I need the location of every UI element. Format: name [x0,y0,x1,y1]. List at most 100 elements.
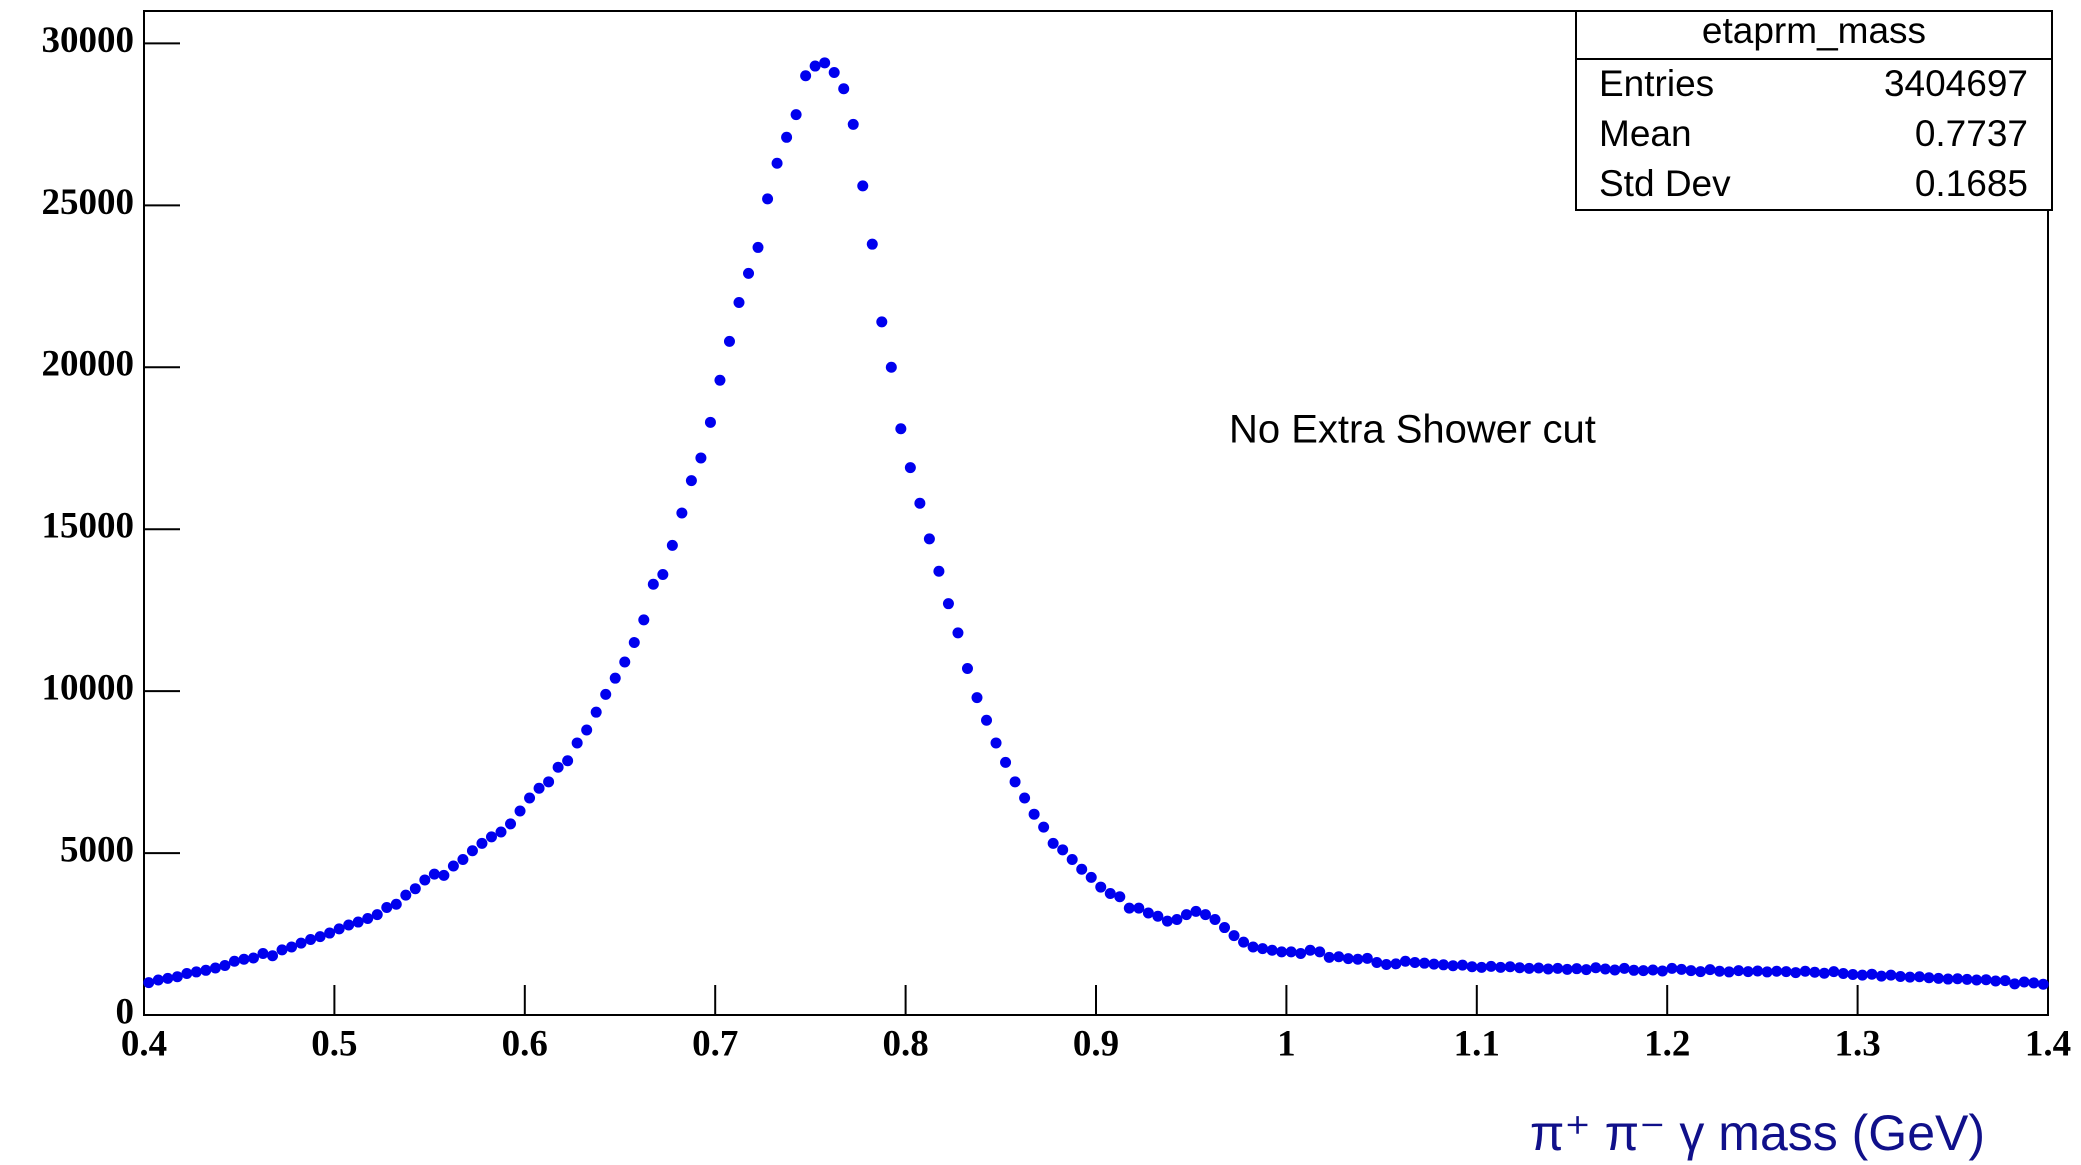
data-point [1209,913,1221,925]
stats-box: etaprm_mass [1575,10,2053,211]
data-point [1628,964,1640,976]
data-point [514,805,526,817]
data-point [1723,966,1735,978]
data-point [152,974,164,986]
data-point [771,157,783,169]
data-point [447,860,459,872]
data-point [1076,863,1088,875]
data-point [1028,808,1040,820]
data-point [1123,902,1135,914]
data-point [362,912,374,924]
data-point [1980,974,1992,986]
data-point [1314,946,1326,958]
data-point [238,953,250,965]
data-point [1361,952,1373,964]
data-point [1285,946,1297,958]
stats-title: etaprm_mass [1702,10,1926,51]
data-point [1390,958,1402,970]
data-point [1533,962,1545,974]
data-point [847,118,859,130]
data-point [1019,792,1031,804]
data-point [638,614,650,626]
data-point [219,959,231,971]
data-point [1599,963,1611,975]
data-point [409,883,421,895]
data-point [1085,871,1097,883]
data-point [2037,978,2049,990]
stats-value: 0.1685 [1915,163,2028,204]
data-point [1590,962,1602,974]
data-point [1428,958,1440,970]
data-point [1542,963,1554,975]
data-point [1238,936,1250,948]
data-point [1504,961,1516,973]
data-point [647,578,659,590]
data-point [714,374,726,386]
data-point [1552,962,1564,974]
data-point [1228,930,1240,942]
data-point [543,776,555,788]
data-point [1476,961,1488,973]
data-point [1866,968,1878,980]
data-point [2018,976,2030,988]
data-point [419,874,431,886]
data-point [1437,959,1449,971]
x-tick-label: 0.6 [502,1023,548,1064]
data-point [981,714,993,726]
data-point [1609,964,1621,976]
data-point [828,67,840,79]
x-tick-label: 1.4 [2025,1023,2071,1064]
data-point [1523,962,1535,974]
data-point [1894,970,1906,982]
data-point [590,706,602,718]
data-point [257,947,269,959]
data-point [1837,968,1849,980]
data-point [762,193,774,205]
data-point [476,837,488,849]
data-point [1495,961,1507,973]
data-point [162,972,174,984]
data-point [228,955,240,967]
data-point [857,180,869,192]
x-tick-label: 0.5 [311,1023,357,1064]
x-axis-label: π⁺ π⁻ γ mass (GeV) [1530,1105,1985,1161]
data-point [352,916,364,928]
data-point [305,934,317,946]
x-tick-label: 0.9 [1073,1023,1119,1064]
data-point [1818,967,1830,979]
data-point [1571,963,1583,975]
data-point [314,931,326,943]
data-point [1457,959,1469,971]
data-point [1409,957,1421,969]
stats-frame [1575,10,2053,211]
data-point [1152,910,1164,922]
data-point [1904,971,1916,983]
data-point [1666,962,1678,974]
data-point [181,968,193,980]
data-point [1066,854,1078,866]
data-point [800,70,812,82]
data-point [1295,947,1307,959]
data-point [333,923,345,935]
data-point [923,533,935,545]
data-point [466,845,478,857]
data-point [1342,953,1354,965]
annotation: No Extra Shower cut [1229,408,1596,452]
data-point [809,60,821,72]
data-point [1142,907,1154,919]
data-point [209,962,221,974]
data-point [933,565,945,577]
data-point [1990,975,2002,987]
stats-name: Entries [1599,63,1714,104]
data-point [1618,962,1630,974]
data-point [1961,973,1973,985]
y-tick-label: 30000 [42,20,135,61]
data-point [1933,972,1945,984]
data-point [1675,963,1687,975]
data-point [1580,964,1592,976]
data-point [1038,821,1050,833]
data-point [1885,969,1897,981]
data-point [524,792,536,804]
data-point [1742,966,1754,978]
